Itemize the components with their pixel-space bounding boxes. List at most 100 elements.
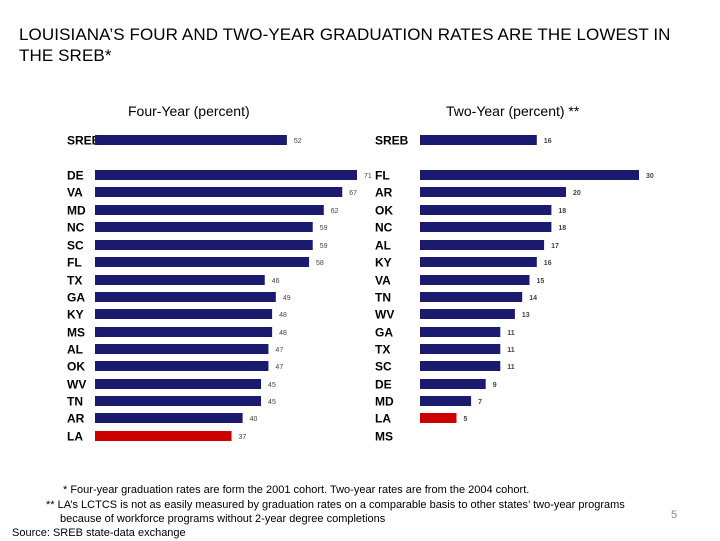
- two-year-bar-ga: [420, 327, 501, 337]
- four-year-bar-sc: [95, 240, 313, 250]
- two-year-value-label-sc: 11: [507, 364, 515, 371]
- four-year-value-label-va: 67: [349, 190, 357, 197]
- four-year-value-label-ky: 48: [279, 312, 287, 319]
- two-year-bar-fl: [420, 170, 639, 180]
- four-year-category-label-tn: TN: [67, 395, 83, 409]
- four-year-bar-la: [95, 431, 232, 441]
- two-year-category-label-ar: AR: [375, 186, 393, 200]
- four-year-value-label-tx: 46: [272, 278, 280, 285]
- two-year-value-label-ar: 20: [573, 190, 581, 197]
- four-year-value-label-ga: 49: [283, 295, 291, 302]
- four-year-category-label-md: MD: [67, 204, 86, 218]
- four-year-value-label-md: 62: [331, 208, 339, 215]
- four-year-value-label-la: 37: [239, 434, 247, 441]
- two-year-bar-tx: [420, 344, 501, 354]
- source-note: Source: SREB state-data exchange: [12, 527, 186, 539]
- four-year-bar-ms: [95, 327, 273, 337]
- four-year-value-label-ok: 47: [275, 364, 283, 371]
- two-year-value-label-tn: 14: [529, 295, 537, 302]
- two-year-bar-md: [420, 396, 472, 406]
- four-year-category-label-tx: TX: [67, 274, 82, 288]
- four-year-bar-de: [95, 170, 357, 180]
- four-year-category-label-ms: MS: [67, 326, 85, 340]
- four-year-bar-wv: [95, 379, 262, 389]
- two-year-bar-de: [420, 379, 486, 389]
- four-year-category-label-fl: FL: [67, 256, 82, 270]
- four-year-category-label-sreb: SREB: [67, 134, 101, 148]
- two-year-bar-sreb: [420, 135, 537, 145]
- two-year-value-label-al: 17: [551, 243, 559, 250]
- two-year-category-label-ok: OK: [375, 204, 393, 218]
- two-year-bar-sc: [420, 361, 501, 371]
- two-year-bar-wv: [420, 309, 515, 319]
- four-year-bar-fl: [95, 257, 310, 267]
- two-year-category-label-md: MD: [375, 395, 394, 409]
- four-year-bar-tn: [95, 396, 262, 406]
- two-year-category-label-al: AL: [375, 239, 391, 253]
- two-year-value-label-de: 9: [493, 382, 497, 389]
- two-year-category-label-fl: FL: [375, 169, 390, 183]
- two-year-category-label-va: VA: [375, 274, 391, 288]
- two-year-chart-title: Two-Year (percent) **: [446, 103, 580, 119]
- four-year-category-label-ky: KY: [67, 308, 84, 322]
- two-year-value-label-wv: 13: [522, 312, 530, 319]
- two-year-category-label-tx: TX: [375, 343, 390, 357]
- four-year-bar-ar: [95, 413, 243, 423]
- four-year-category-label-de: DE: [67, 169, 84, 183]
- four-year-value-label-ms: 48: [279, 330, 287, 337]
- two-year-value-label-la: 5: [464, 416, 468, 423]
- two-year-bar-al: [420, 240, 545, 250]
- two-year-category-label-de: DE: [375, 378, 392, 392]
- two-year-value-label-fl: 30: [646, 173, 654, 180]
- four-year-value-label-sreb: 52: [294, 138, 302, 145]
- two-year-bar-la: [420, 413, 457, 423]
- four-year-bar-al: [95, 344, 269, 354]
- two-year-category-label-wv: WV: [375, 308, 394, 322]
- four-year-category-label-sc: SC: [67, 239, 84, 253]
- four-year-bar-ga: [95, 292, 276, 302]
- two-year-category-label-nc: NC: [375, 221, 393, 235]
- two-year-category-label-sreb: SREB: [375, 134, 409, 148]
- two-year-category-label-ms: MS: [375, 430, 393, 444]
- footnote-lctcs-cont: because of workforce programs without 2-…: [60, 513, 386, 525]
- four-year-bar-tx: [95, 275, 265, 285]
- four-year-value-label-de: 71: [364, 173, 372, 180]
- two-year-bar-va: [420, 275, 530, 285]
- two-year-value-label-ok: 18: [558, 208, 566, 215]
- two-year-bar-tn: [420, 292, 523, 302]
- four-year-value-label-fl: 58: [316, 260, 324, 267]
- footnote-cohort: * Four-year graduation rates are form th…: [63, 484, 530, 496]
- four-year-bar-ky: [95, 309, 273, 319]
- two-year-value-label-ky: 16: [544, 260, 552, 267]
- two-year-bar-ar: [420, 187, 566, 197]
- four-year-chart-title: Four-Year (percent): [128, 103, 250, 119]
- two-year-bar-nc: [420, 222, 552, 232]
- two-year-value-label-va: 15: [537, 278, 545, 285]
- four-year-value-label-tn: 45: [268, 399, 276, 406]
- four-year-value-label-nc: 59: [320, 225, 328, 232]
- four-year-category-label-nc: NC: [67, 221, 85, 235]
- page-title: LOUISIANA’S FOUR AND TWO-YEAR GRADUATION…: [19, 25, 671, 65]
- four-year-category-label-wv: WV: [67, 378, 86, 392]
- two-year-value-label-md: 7: [478, 399, 482, 406]
- footnote-lctcs: ** LA’s LCTCS is not as easily measured …: [46, 499, 625, 511]
- four-year-category-label-va: VA: [67, 186, 83, 200]
- four-year-bar-va: [95, 187, 343, 197]
- two-year-category-label-ga: GA: [375, 326, 393, 340]
- four-year-bar-md: [95, 205, 324, 215]
- four-year-category-label-al: AL: [67, 343, 83, 357]
- two-year-category-label-sc: SC: [375, 360, 392, 374]
- two-year-value-label-ga: 11: [507, 330, 515, 337]
- two-year-bar-ok: [420, 205, 552, 215]
- two-year-value-label-nc: 18: [558, 225, 566, 232]
- two-year-bar-ky: [420, 257, 537, 267]
- four-year-category-label-ok: OK: [67, 360, 85, 374]
- two-year-category-label-la: LA: [375, 412, 391, 426]
- four-year-value-label-al: 47: [275, 347, 283, 354]
- two-year-value-label-tx: 11: [507, 347, 515, 354]
- four-year-value-label-ar: 40: [250, 416, 258, 423]
- four-year-bar-nc: [95, 222, 313, 232]
- four-year-value-label-sc: 59: [320, 243, 328, 250]
- four-year-bar-ok: [95, 361, 269, 371]
